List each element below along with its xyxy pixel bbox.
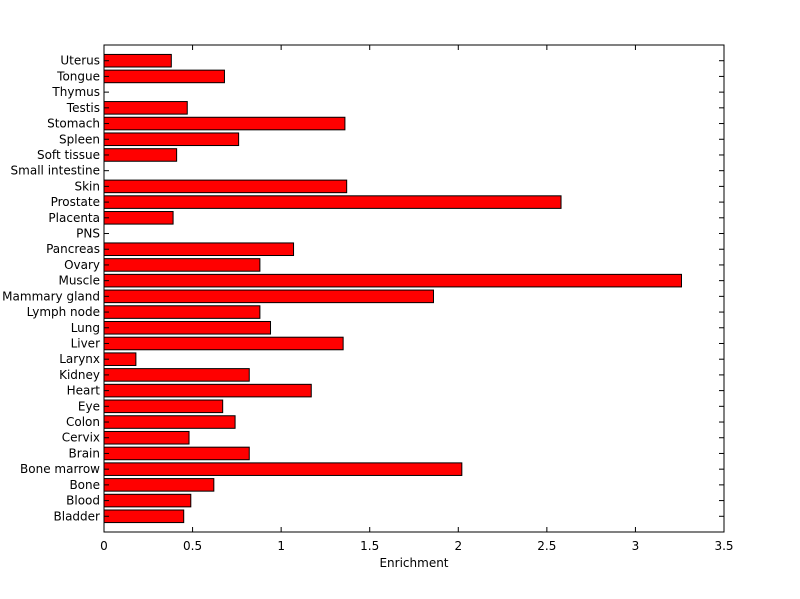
bar-cervix	[103, 430, 190, 445]
y-tick-label: Liver	[71, 336, 101, 350]
y-tick-label: PNS	[76, 227, 100, 241]
y-tick-label: Bone	[69, 478, 100, 492]
y-tick-label: Bladder	[54, 509, 101, 523]
y-tick-label: Pancreas	[46, 242, 100, 256]
bar-lymph-node	[103, 305, 261, 319]
y-tick-label: Small intestine	[11, 164, 100, 178]
x-axis-label: Enrichment	[379, 556, 448, 570]
x-axis: 0 0.5 1 1.5 2 2.5 3 3.5	[100, 45, 734, 553]
y-tick-label: Skin	[74, 179, 100, 193]
y-tick-label: Testis	[66, 101, 100, 115]
y-tick-label: Kidney	[59, 368, 100, 382]
bar-pancreas	[103, 242, 295, 257]
x-tick-label: 1	[277, 539, 285, 553]
y-tick-label: Mammary gland	[2, 289, 100, 303]
y-tick-label: Muscle	[58, 274, 100, 288]
y-tick-label: Cervix	[62, 431, 100, 445]
bar-brain	[103, 446, 250, 461]
bars-group	[103, 53, 682, 524]
x-tick-label: 1.5	[360, 539, 379, 553]
x-tick-label: 3.5	[714, 539, 733, 553]
y-tick-label: Colon	[66, 415, 100, 429]
bar-bladder	[103, 509, 185, 524]
bar-spleen	[103, 132, 240, 147]
bar-stomach	[103, 116, 346, 131]
x-tick-label: 0	[100, 539, 108, 553]
bar-soft-tissue	[103, 148, 178, 162]
bar-uterus	[103, 53, 172, 68]
y-tick-label: Uterus	[60, 54, 100, 68]
y-tick-label: Stomach	[47, 117, 100, 131]
y-tick-label: Brain	[69, 446, 100, 460]
x-tick-label: 2	[454, 539, 462, 553]
bar-skin	[103, 179, 348, 194]
x-tick-label: 0.5	[183, 539, 202, 553]
y-tick-label: Lung	[71, 321, 100, 335]
bar-heart	[103, 383, 312, 398]
bar-testis	[103, 101, 188, 115]
bar-muscle	[103, 273, 682, 288]
y-tick-label: Soft tissue	[37, 148, 100, 162]
y-tick-label: Blood	[66, 494, 100, 508]
x-tick-label: 2.5	[537, 539, 556, 553]
bar-placenta	[103, 211, 174, 225]
y-tick-label: Ovary	[64, 258, 100, 272]
y-tick-label: Spleen	[59, 132, 100, 146]
y-tick-label: Bone marrow	[20, 462, 100, 476]
bar-bone-marrow	[103, 462, 463, 476]
bar-blood	[103, 493, 192, 508]
y-tick-label: Tongue	[56, 69, 100, 83]
bar-tongue	[103, 69, 225, 84]
bar-prostate	[103, 195, 562, 209]
y-tick-label: Eye	[78, 399, 100, 413]
bar-colon	[103, 415, 236, 429]
y-tick-label: Lymph node	[27, 305, 100, 319]
bar-lung	[103, 320, 272, 335]
y-tick-label: Heart	[67, 384, 101, 398]
bar-mammary-gland	[103, 289, 434, 304]
y-tick-label: Thymus	[51, 85, 100, 99]
bar-eye	[103, 399, 224, 414]
bar-kidney	[103, 368, 250, 382]
y-tick-label: Prostate	[51, 195, 100, 209]
bar-bone	[103, 478, 215, 492]
x-tick-label: 3	[632, 539, 640, 553]
bar-ovary	[103, 258, 261, 272]
bar-liver	[103, 336, 344, 351]
y-tick-label: Placenta	[48, 211, 100, 225]
y-tick-label: Larynx	[59, 352, 100, 366]
